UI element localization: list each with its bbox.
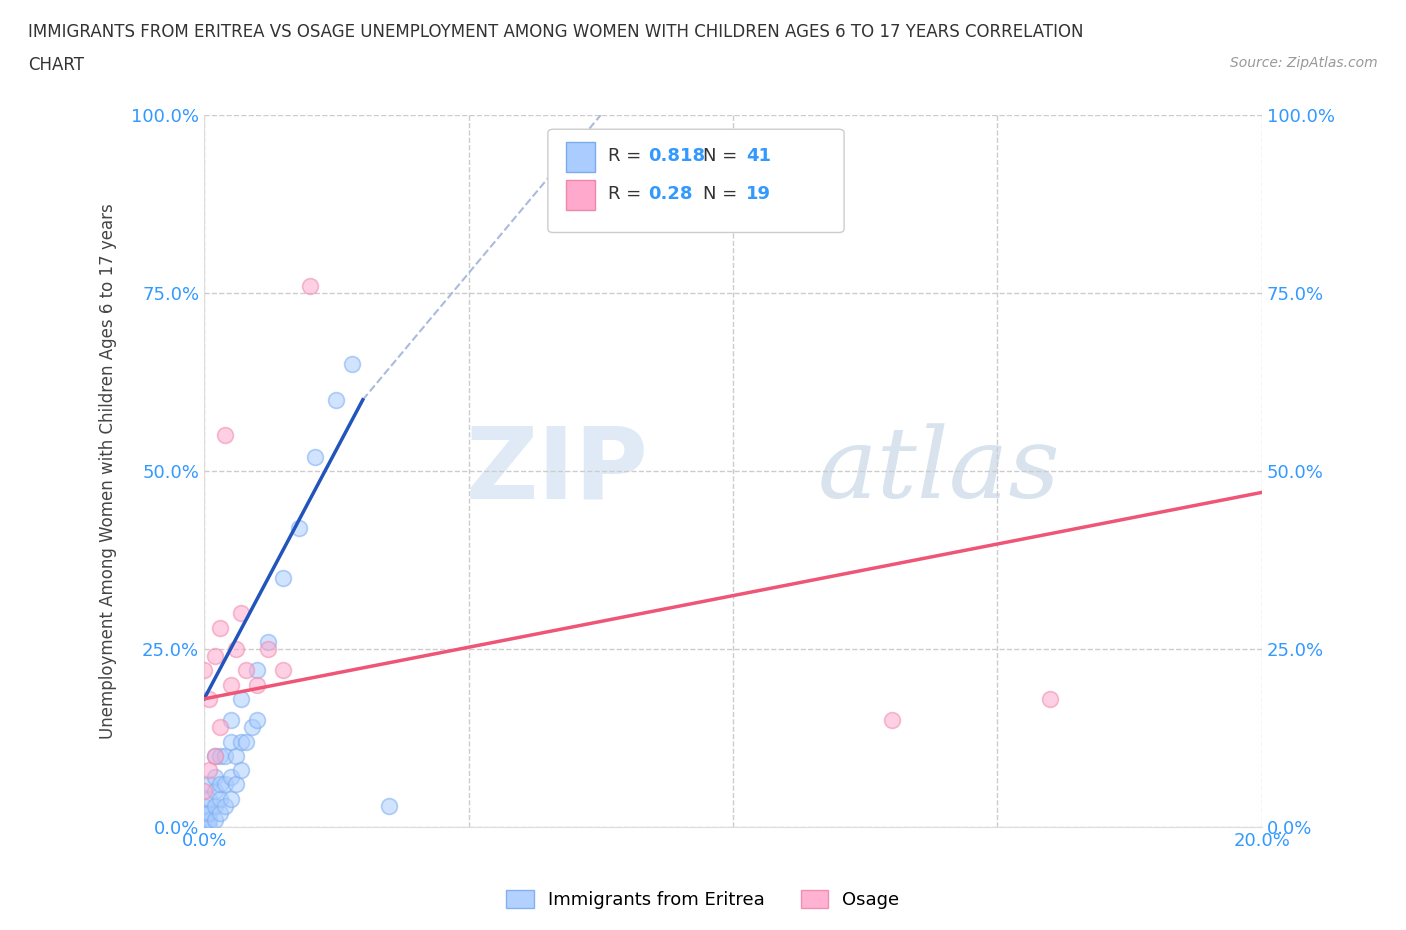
Point (214, 749, 236, 764)
Point (214, 777, 236, 791)
Point (208, 620, 231, 635)
Point (208, 720, 231, 735)
Text: 0.28: 0.28 (648, 185, 693, 203)
Point (378, 798, 401, 813)
Point (219, 712, 242, 727)
Point (231, 734, 253, 749)
Point (219, 734, 242, 749)
Point (204, 649, 226, 664)
Point (225, 642, 247, 657)
Point (219, 770, 242, 785)
Point (298, 278, 321, 293)
Point (214, 428, 236, 443)
Point (256, 634, 278, 649)
Point (204, 749, 226, 764)
Point (208, 805, 231, 820)
Text: N =: N = (703, 147, 744, 166)
Point (880, 712, 903, 727)
Text: ZIP: ZIP (465, 422, 648, 520)
Point (204, 784, 226, 799)
Point (235, 663, 257, 678)
Text: 41: 41 (745, 147, 770, 166)
Y-axis label: Unemployment Among Women with Children Ages 6 to 17 years: Unemployment Among Women with Children A… (100, 203, 117, 739)
Point (231, 763, 253, 777)
Point (288, 521, 311, 536)
Text: R =: R = (609, 185, 647, 203)
Point (193, 663, 215, 678)
FancyBboxPatch shape (548, 129, 844, 232)
Point (198, 691, 221, 706)
Point (246, 677, 269, 692)
Point (256, 642, 278, 657)
Point (325, 392, 347, 407)
Point (246, 712, 269, 727)
Point (193, 813, 215, 828)
Text: R =: R = (609, 147, 647, 166)
Point (198, 819, 221, 834)
Point (198, 805, 221, 820)
Point (198, 813, 221, 828)
Point (273, 663, 295, 678)
Point (208, 777, 231, 791)
Text: CHART: CHART (28, 56, 84, 73)
Point (225, 777, 247, 791)
Point (219, 791, 242, 806)
Point (219, 677, 242, 692)
Point (1039, 691, 1062, 706)
Point (198, 763, 221, 777)
Text: Source: ZipAtlas.com: Source: ZipAtlas.com (1230, 56, 1378, 70)
Point (246, 663, 269, 678)
Point (193, 819, 215, 834)
Text: atlas: atlas (818, 423, 1060, 519)
Point (204, 749, 226, 764)
Point (304, 449, 326, 464)
Point (193, 798, 215, 813)
Point (193, 805, 215, 820)
Point (193, 784, 215, 799)
Point (214, 798, 236, 813)
Point (273, 570, 295, 585)
Point (204, 813, 226, 828)
Legend: Immigrants from Eritrea, Osage: Immigrants from Eritrea, Osage (499, 883, 907, 916)
Point (340, 357, 363, 372)
FancyBboxPatch shape (565, 142, 596, 172)
Point (235, 734, 257, 749)
Text: IMMIGRANTS FROM ERITREA VS OSAGE UNEMPLOYMENT AMONG WOMEN WITH CHILDREN AGES 6 T: IMMIGRANTS FROM ERITREA VS OSAGE UNEMPLO… (28, 23, 1084, 41)
Point (225, 749, 247, 764)
Point (208, 749, 231, 764)
Text: 0.818: 0.818 (648, 147, 706, 166)
Point (231, 691, 253, 706)
Point (208, 791, 231, 806)
Point (240, 720, 263, 735)
Text: N =: N = (703, 185, 744, 203)
Point (198, 791, 221, 806)
FancyBboxPatch shape (565, 179, 596, 209)
Point (204, 798, 226, 813)
Point (198, 777, 221, 791)
Text: 19: 19 (745, 185, 770, 203)
Point (231, 606, 253, 621)
Point (204, 770, 226, 785)
